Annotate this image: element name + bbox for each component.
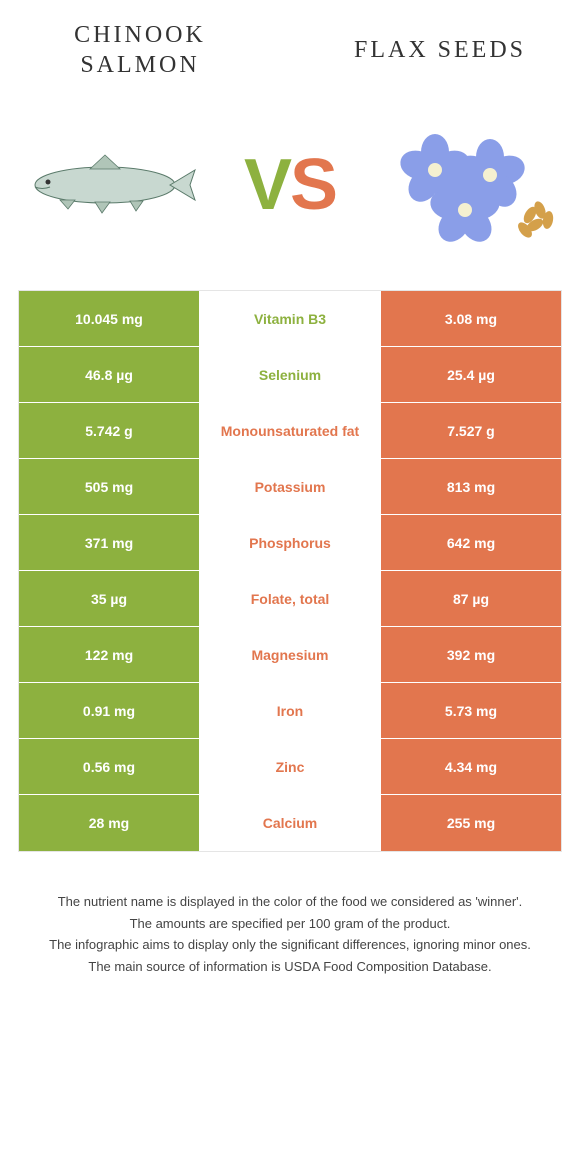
left-value-cell: 46.8 µg (19, 347, 199, 402)
comparison-table: 10.045 mg Vitamin B3 3.08 mg 46.8 µg Seleniu… (18, 290, 562, 852)
nutrient-label: Zinc (276, 759, 305, 775)
nutrient-cell: Selenium (199, 347, 381, 402)
right-food-title: FLAX SEEDS (340, 35, 540, 65)
vs-s: S (290, 145, 336, 225)
nutrient-label: Potassium (255, 479, 326, 495)
table-row: 35 µg Folate, total 87 µg (19, 571, 561, 627)
table-row: 5.742 g Monounsaturated fat 7.527 g (19, 403, 561, 459)
left-value-cell: 371 mg (19, 515, 199, 570)
table-row: 0.56 mg Zinc 4.34 mg (19, 739, 561, 795)
nutrient-label: Monounsaturated fat (221, 423, 359, 439)
right-value-cell: 813 mg (381, 459, 561, 514)
nutrient-label: Selenium (259, 367, 321, 383)
nutrient-cell: Phosphorus (199, 515, 381, 570)
left-value-cell: 122 mg (19, 627, 199, 682)
footer-notes: The nutrient name is displayed in the co… (30, 892, 550, 976)
nutrient-cell: Magnesium (199, 627, 381, 682)
salmon-image (20, 115, 200, 255)
table-row: 10.045 mg Vitamin B3 3.08 mg (19, 291, 561, 347)
nutrient-cell: Vitamin B3 (199, 291, 381, 346)
right-value-cell: 5.73 mg (381, 683, 561, 738)
footer-line-1: The nutrient name is displayed in the co… (30, 892, 550, 912)
nutrient-cell: Calcium (199, 795, 381, 851)
nutrient-cell: Monounsaturated fat (199, 403, 381, 458)
nutrient-label: Folate, total (251, 591, 330, 607)
right-value-cell: 7.527 g (381, 403, 561, 458)
right-value-cell: 3.08 mg (381, 291, 561, 346)
nutrient-label: Iron (277, 703, 303, 719)
footer-line-3: The infographic aims to display only the… (30, 935, 550, 955)
left-value-cell: 35 µg (19, 571, 199, 626)
nutrient-label: Phosphorus (249, 535, 331, 551)
left-value-cell: 5.742 g (19, 403, 199, 458)
vs-v: V (244, 145, 290, 225)
nutrient-cell: Potassium (199, 459, 381, 514)
header: CHINOOK SALMON FLAX SEEDS (0, 0, 580, 90)
vs-label: VS (244, 144, 336, 226)
right-value-cell: 25.4 µg (381, 347, 561, 402)
left-value-cell: 28 mg (19, 795, 199, 851)
right-value-cell: 642 mg (381, 515, 561, 570)
footer-line-2: The amounts are specified per 100 gram o… (30, 914, 550, 934)
right-value-cell: 392 mg (381, 627, 561, 682)
nutrient-label: Vitamin B3 (254, 311, 326, 327)
footer-line-4: The main source of information is USDA F… (30, 957, 550, 977)
table-row: 371 mg Phosphorus 642 mg (19, 515, 561, 571)
right-value-cell: 255 mg (381, 795, 561, 851)
table-row: 46.8 µg Selenium 25.4 µg (19, 347, 561, 403)
table-row: 0.91 mg Iron 5.73 mg (19, 683, 561, 739)
left-food-title: CHINOOK SALMON (40, 20, 240, 80)
table-row: 28 mg Calcium 255 mg (19, 795, 561, 851)
right-value-cell: 4.34 mg (381, 739, 561, 794)
left-value-cell: 10.045 mg (19, 291, 199, 346)
left-value-cell: 505 mg (19, 459, 199, 514)
table-row: 505 mg Potassium 813 mg (19, 459, 561, 515)
nutrient-label: Calcium (263, 815, 317, 831)
nutrient-cell: Iron (199, 683, 381, 738)
left-value-cell: 0.56 mg (19, 739, 199, 794)
nutrient-cell: Zinc (199, 739, 381, 794)
nutrient-label: Magnesium (251, 647, 328, 663)
table-row: 122 mg Magnesium 392 mg (19, 627, 561, 683)
hero-section: VS (0, 90, 580, 290)
left-value-cell: 0.91 mg (19, 683, 199, 738)
flax-image (380, 115, 560, 255)
nutrient-cell: Folate, total (199, 571, 381, 626)
right-value-cell: 87 µg (381, 571, 561, 626)
